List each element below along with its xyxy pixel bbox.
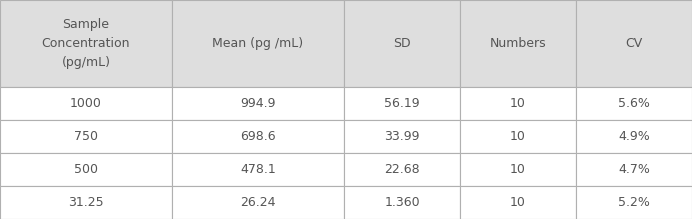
Text: 10: 10 [510, 97, 526, 110]
Bar [576, 186, 692, 219]
Bar [172, 0, 344, 87]
Text: 4.9%: 4.9% [618, 130, 650, 143]
Text: 4.7%: 4.7% [618, 163, 650, 176]
Bar [0, 153, 172, 186]
Bar [172, 186, 344, 219]
Bar [344, 153, 460, 186]
Text: 22.68: 22.68 [384, 163, 420, 176]
Bar [0, 120, 172, 153]
Bar [0, 0, 172, 87]
Text: 5.6%: 5.6% [618, 97, 650, 110]
Bar [576, 0, 692, 87]
Text: 10: 10 [510, 163, 526, 176]
Bar [576, 120, 692, 153]
Text: 1.360: 1.360 [384, 196, 420, 209]
Bar [460, 87, 576, 120]
Text: 26.24: 26.24 [240, 196, 275, 209]
Bar [172, 87, 344, 120]
Text: 31.25: 31.25 [69, 196, 104, 209]
Bar [460, 120, 576, 153]
Text: 500: 500 [74, 163, 98, 176]
Bar [172, 120, 344, 153]
Text: 10: 10 [510, 130, 526, 143]
Bar [344, 120, 460, 153]
Bar [576, 87, 692, 120]
Text: CV: CV [626, 37, 643, 50]
Bar [576, 153, 692, 186]
Text: SD: SD [393, 37, 411, 50]
Bar [0, 87, 172, 120]
Text: Sample
Concentration
(pg/mL): Sample Concentration (pg/mL) [42, 18, 130, 69]
Text: 33.99: 33.99 [384, 130, 420, 143]
Text: 56.19: 56.19 [384, 97, 420, 110]
Bar [460, 186, 576, 219]
Text: 698.6: 698.6 [240, 130, 276, 143]
Text: 478.1: 478.1 [240, 163, 276, 176]
Text: 750: 750 [74, 130, 98, 143]
Bar [344, 186, 460, 219]
Text: 5.2%: 5.2% [618, 196, 650, 209]
Text: 1000: 1000 [70, 97, 102, 110]
Bar [460, 153, 576, 186]
Bar [172, 153, 344, 186]
Text: Numbers: Numbers [490, 37, 546, 50]
Bar [0, 186, 172, 219]
Bar [344, 87, 460, 120]
Text: Mean (pg /mL): Mean (pg /mL) [212, 37, 304, 50]
Text: 10: 10 [510, 196, 526, 209]
Text: 994.9: 994.9 [240, 97, 275, 110]
Bar [460, 0, 576, 87]
Bar [344, 0, 460, 87]
